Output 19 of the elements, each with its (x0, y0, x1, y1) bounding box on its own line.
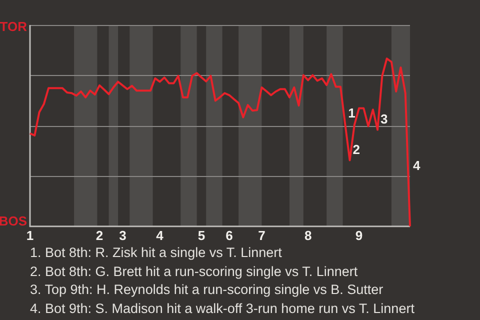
text: 4 (413, 158, 421, 173)
x-tick-label: 8 (304, 228, 312, 243)
annotation: 2 (352, 142, 360, 157)
x-tick-label: 1 (26, 228, 34, 243)
text: 4. Bot 9th: S. Madison hit a walk-off 3-run home run vs T. Linnert (30, 300, 414, 318)
x-tick-label: 6 (226, 228, 233, 243)
x-tick-label: 7 (258, 228, 266, 243)
text: 1. Bot 8th: R. Zisk hit a single vs T. Linnert (30, 244, 283, 262)
x-tick-label: 5 (198, 228, 206, 243)
x-tick-label: 4 (156, 228, 164, 243)
text: TOR (0, 19, 28, 34)
x-tick-label: 3 (119, 228, 126, 243)
x-tick-label: 9 (355, 228, 363, 243)
annotation: 3 (380, 111, 388, 126)
x-tick-label: 2 (96, 228, 104, 243)
annotation: 1 (348, 106, 356, 121)
text: 3. Top 9th: H. Reynolds hit a run-scoring single vs B. Sutter (30, 281, 384, 299)
text: 2. Bot 8th: G. Brett hit a run-scoring single vs T. Linnert (30, 262, 359, 281)
text: BOS (0, 213, 28, 228)
